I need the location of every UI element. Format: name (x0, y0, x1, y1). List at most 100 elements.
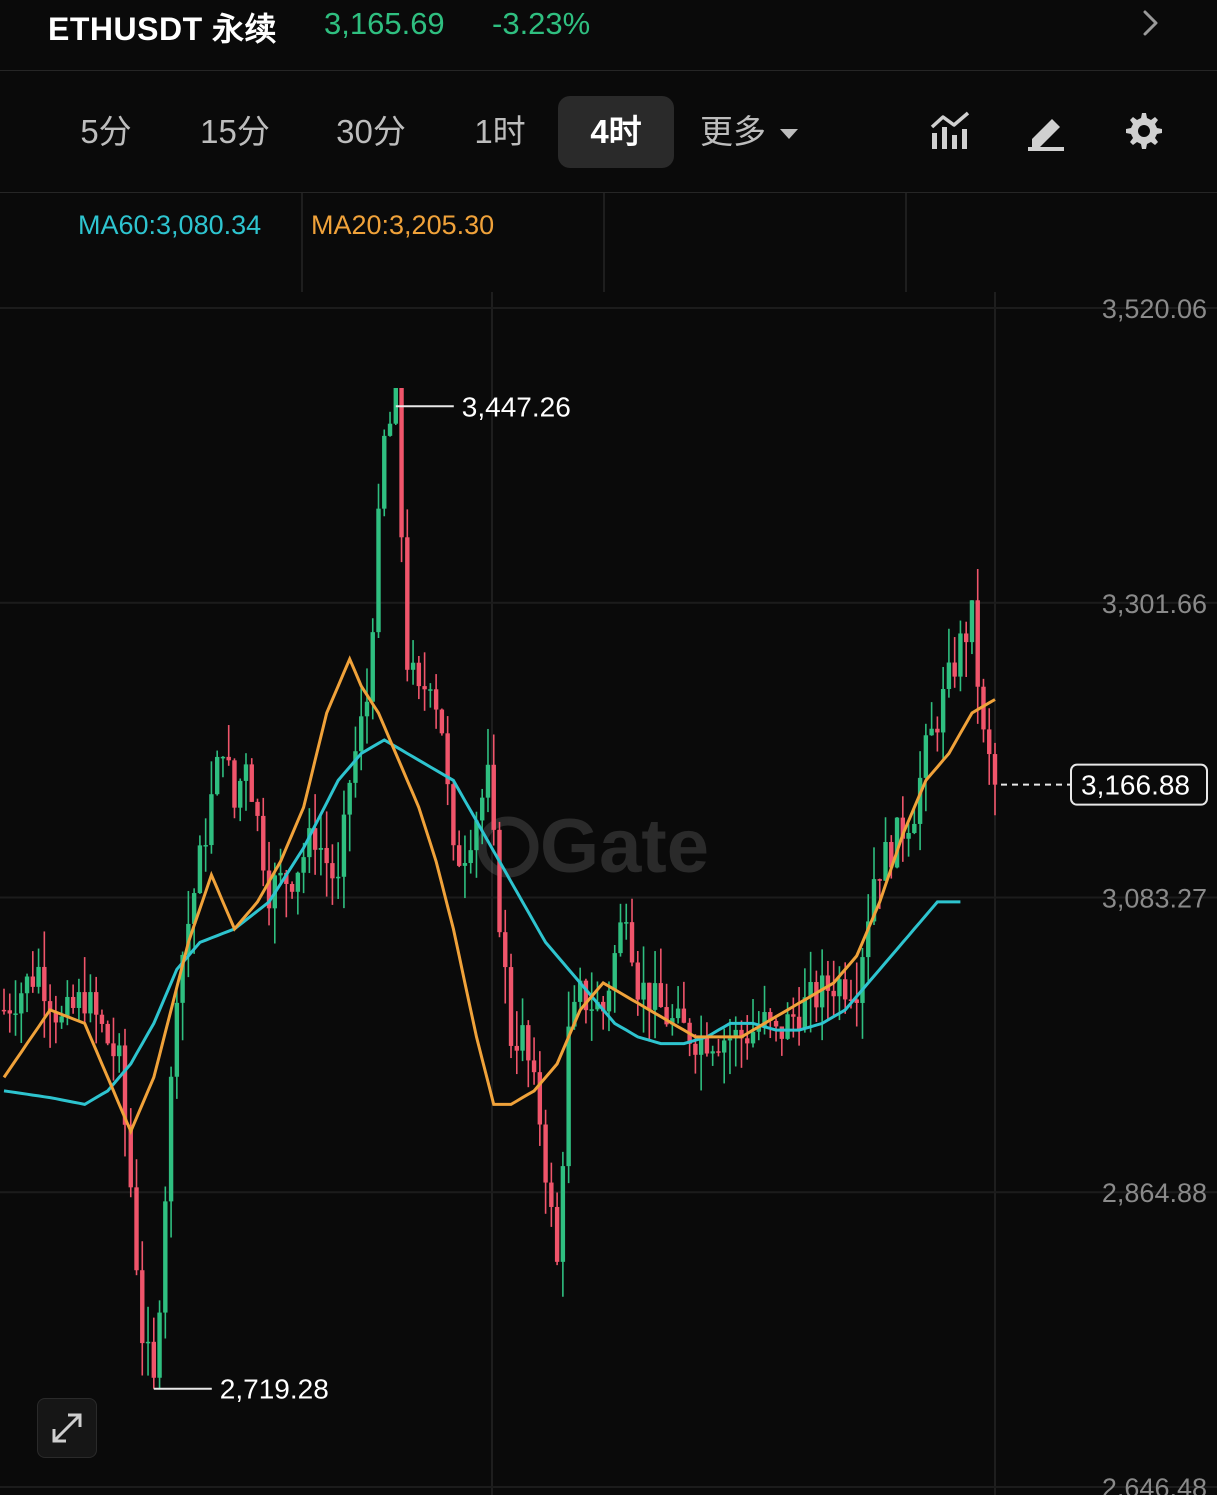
price-tick-label: 3,083.27 (1102, 884, 1207, 914)
candle-body (226, 756, 231, 761)
more-dropdown[interactable]: 更多 (700, 96, 820, 168)
candle-body (13, 1013, 18, 1015)
draw-icon[interactable] (1024, 109, 1068, 153)
candle-body (295, 872, 301, 892)
candle-body (946, 662, 952, 690)
candle-body (174, 1002, 180, 1077)
candle-body (768, 1012, 773, 1021)
candle-body (278, 872, 283, 876)
ma-legend: MA60:3,080.34 MA20:3,205.30 (0, 193, 1217, 293)
candle-body (318, 847, 324, 850)
candle-body (36, 966, 41, 987)
price-change-percent: -3.23% (492, 6, 591, 41)
candle-body (19, 993, 24, 1014)
candle-body (618, 922, 623, 954)
candle-body (307, 828, 312, 858)
price-tick-label: 3,301.66 (1102, 589, 1207, 619)
candle-body (693, 1043, 698, 1055)
candles (1, 387, 998, 1389)
chevron-right-icon[interactable] (1134, 6, 1168, 40)
candle-body (894, 817, 900, 868)
candle-body (963, 633, 969, 643)
candle-body (883, 841, 888, 881)
candle-body (837, 979, 842, 997)
candle-body (987, 729, 992, 755)
candle-body (451, 784, 456, 846)
candle-body (854, 999, 859, 1003)
candle-body (53, 1011, 59, 1023)
ma60-line (3, 738, 961, 1106)
candle-body (128, 1124, 133, 1188)
candle-body (929, 728, 934, 736)
candle-body (30, 976, 36, 987)
candle-body (802, 997, 808, 1030)
candle-body (42, 966, 47, 1002)
indicators-icon[interactable] (928, 109, 972, 153)
candle-body (456, 845, 462, 866)
price-tick-label: 2,864.88 (1102, 1178, 1207, 1208)
candle-body (589, 1009, 594, 1011)
candle-body (796, 1016, 802, 1030)
candle-body (249, 764, 254, 802)
candle-body (410, 662, 416, 670)
tab-4h[interactable]: 4时 (558, 96, 674, 168)
candle-body (214, 756, 220, 795)
tab-15m[interactable]: 15分 (200, 113, 270, 150)
candle-body (900, 817, 906, 839)
candle-body (572, 1001, 577, 1027)
candle-body (180, 954, 185, 1003)
candle-body (382, 435, 387, 509)
candle-body (958, 633, 963, 677)
candle-body (698, 1035, 704, 1055)
candle-body (370, 632, 375, 702)
candle-body (485, 764, 491, 798)
candle-body (353, 751, 358, 783)
candle-body (762, 1012, 767, 1027)
candle-body (99, 1014, 105, 1024)
candle-body (76, 992, 82, 1008)
candle-body (93, 992, 99, 1015)
candle-body (848, 999, 854, 1001)
candle-body (335, 876, 341, 879)
candle-body (82, 992, 87, 1014)
candle-body (739, 1029, 744, 1039)
candle-body (520, 1025, 525, 1051)
gear-icon[interactable] (1120, 109, 1164, 153)
candlestick-chart[interactable]: Gate 3,520.06 3,301.66 3,083.27 2,864.88 2,6… (0, 193, 1217, 1495)
candle-body (209, 794, 214, 846)
candle-body (422, 686, 427, 690)
candle-body (243, 764, 249, 781)
candle-body (220, 756, 226, 759)
candle-body (917, 777, 923, 824)
candle-body (612, 953, 617, 991)
symbol-title[interactable]: ETHUSDT 永续 (48, 11, 278, 47)
candle-body (261, 815, 266, 871)
candle-body (238, 780, 243, 808)
candle-body (266, 870, 272, 909)
candle-body (301, 857, 306, 873)
tab-30m[interactable]: 30分 (336, 113, 406, 150)
tab-5m[interactable]: 5分 (80, 113, 132, 150)
candle-body (537, 1072, 543, 1125)
candle-body (635, 962, 640, 1000)
candle-body (675, 1008, 681, 1019)
price-tick-label: 3,520.06 (1102, 294, 1207, 324)
candle-body (577, 980, 583, 1002)
candle-body (566, 1026, 571, 1167)
candle-body (549, 1182, 554, 1207)
candle-body (514, 1045, 519, 1051)
candle-body (416, 662, 422, 687)
tab-1h[interactable]: 1时 (474, 113, 526, 150)
fullscreen-button[interactable] (37, 1398, 97, 1458)
more-label: 更多 (700, 113, 766, 150)
candle-body (756, 1026, 761, 1032)
candle-body (399, 387, 404, 538)
candle-body (157, 1312, 162, 1378)
candle-body (825, 975, 831, 991)
candle-body (151, 1341, 157, 1378)
candle-body (474, 820, 479, 851)
candle-body (670, 1018, 675, 1025)
candle-body (59, 1016, 64, 1023)
candle-body (445, 733, 450, 785)
last-price-label: 3,166.88 (1081, 770, 1190, 801)
